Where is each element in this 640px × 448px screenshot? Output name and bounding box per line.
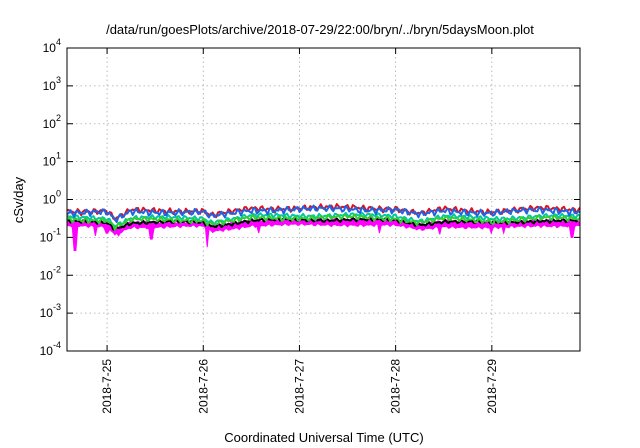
x-tick-label: 2018-7-27	[292, 359, 306, 414]
tick-layer: 10-410-310-210-11001011021031042018-7-25…	[40, 37, 580, 414]
x-tick-label: 2018-7-26	[196, 359, 210, 414]
x-tick-label: 2018-7-28	[389, 359, 403, 414]
y-tick-label: 10-1	[40, 226, 61, 244]
y-tick-exponent: 1	[56, 151, 61, 161]
chart-title: /data/run/goesPlots/archive/2018-07-29/2…	[106, 22, 534, 37]
x-tick-label: 2018-7-25	[100, 359, 114, 414]
x-tick-label: 2018-7-29	[485, 359, 499, 414]
y-tick-exponent: -1	[53, 226, 61, 236]
series-line	[66, 213, 581, 231]
y-tick-label: 103	[43, 75, 61, 93]
y-axis-label: cSv/day	[11, 176, 26, 223]
grid-layer	[67, 48, 580, 351]
y-tick-exponent: 0	[56, 189, 61, 199]
y-tick-label: 104	[43, 37, 61, 55]
y-tick-label: 100	[43, 189, 61, 207]
y-tick-exponent: -4	[53, 340, 61, 350]
x-axis-label: Coordinated Universal Time (UTC)	[224, 430, 423, 445]
y-tick-label: 101	[43, 151, 61, 169]
series-layer	[66, 203, 581, 251]
y-tick-label: 10-3	[40, 302, 61, 320]
y-tick-label: 10-4	[40, 340, 61, 358]
y-tick-exponent: -2	[53, 264, 61, 274]
y-tick-label: 10-2	[40, 264, 61, 282]
y-tick-exponent: 4	[56, 37, 61, 47]
y-tick-label: 102	[43, 113, 61, 131]
y-tick-exponent: -3	[53, 302, 61, 312]
series-line	[66, 204, 581, 223]
y-tick-exponent: 2	[56, 113, 61, 123]
y-tick-exponent: 3	[56, 75, 61, 85]
